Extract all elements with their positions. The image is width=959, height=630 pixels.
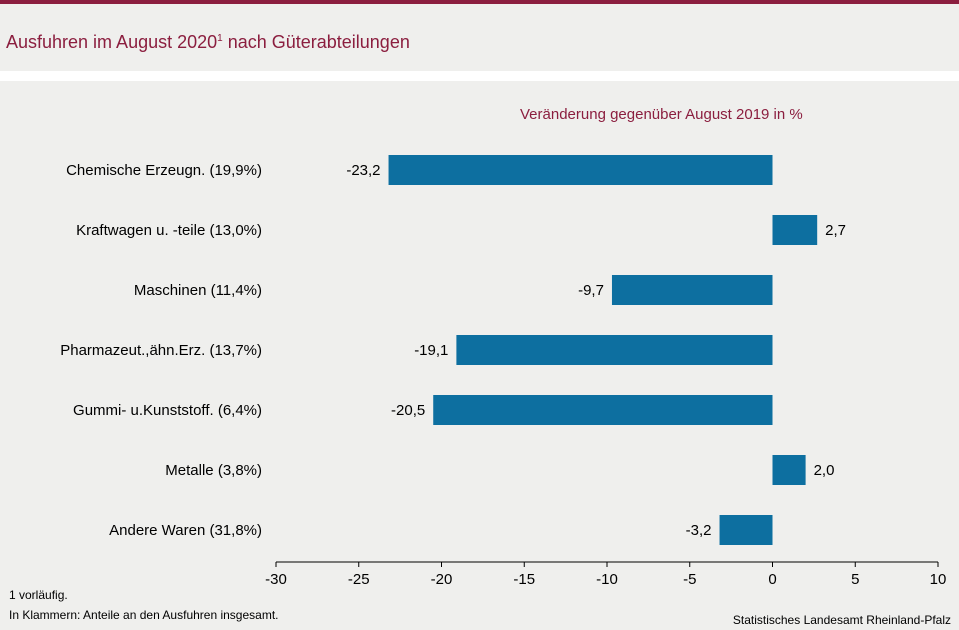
category-label: Pharmazeut.,ähn.Erz. (13,7%) [60,342,262,359]
data-label: -9,7 [578,282,604,299]
x-tick-label: 10 [930,571,947,588]
data-label: -20,5 [391,402,425,419]
bar [388,155,773,185]
bar [772,215,818,245]
category-label: Kraftwagen u. -teile (13,0%) [76,222,262,239]
data-label: -3,2 [686,522,712,539]
bar [719,515,773,545]
bar [772,455,806,485]
footnote-preliminary: 1 vorläufig. [9,588,68,602]
bar [611,275,773,305]
data-label: 2,7 [825,222,846,239]
title-main: Ausfuhren im August 2020 [6,32,218,52]
source-credit: Statistisches Landesamt Rheinland-Pfalz [732,613,951,627]
footnote-shares: In Klammern: Anteile an den Ausfuhren in… [9,608,279,622]
x-tick-label: 0 [768,571,776,588]
x-tick-label: -10 [596,571,618,588]
bar [433,395,773,425]
title-footnote-marker: 1 [217,33,223,44]
page-title: Ausfuhren im August 20201 nach Güterabte… [6,32,410,53]
title-rest: nach Güterabteilungen [222,32,410,52]
x-tick-label: -25 [348,571,370,588]
category-label: Maschinen (11,4%) [134,282,262,299]
category-label: Metalle (3,8%) [165,462,262,479]
top-accent-rule [0,0,959,4]
data-label: -23,2 [346,162,380,179]
category-label: Chemische Erzeugn. (19,9%) [66,162,262,179]
bar [456,335,773,365]
category-label: Gummi- u.Kunststoff. (6,4%) [73,402,262,419]
x-tick-label: -5 [683,571,696,588]
chart-title: Veränderung gegenüber August 2019 in % [520,106,803,123]
header: Ausfuhren im August 20201 nach Güterabte… [0,4,959,70]
data-label: 2,0 [814,462,835,479]
data-label: -19,1 [414,342,448,359]
category-label: Andere Waren (31,8%) [109,522,262,539]
x-tick-label: -15 [513,571,535,588]
header-separator [0,71,959,81]
x-tick-label: 5 [851,571,859,588]
x-tick-label: -30 [265,571,287,588]
x-tick-label: -20 [431,571,453,588]
